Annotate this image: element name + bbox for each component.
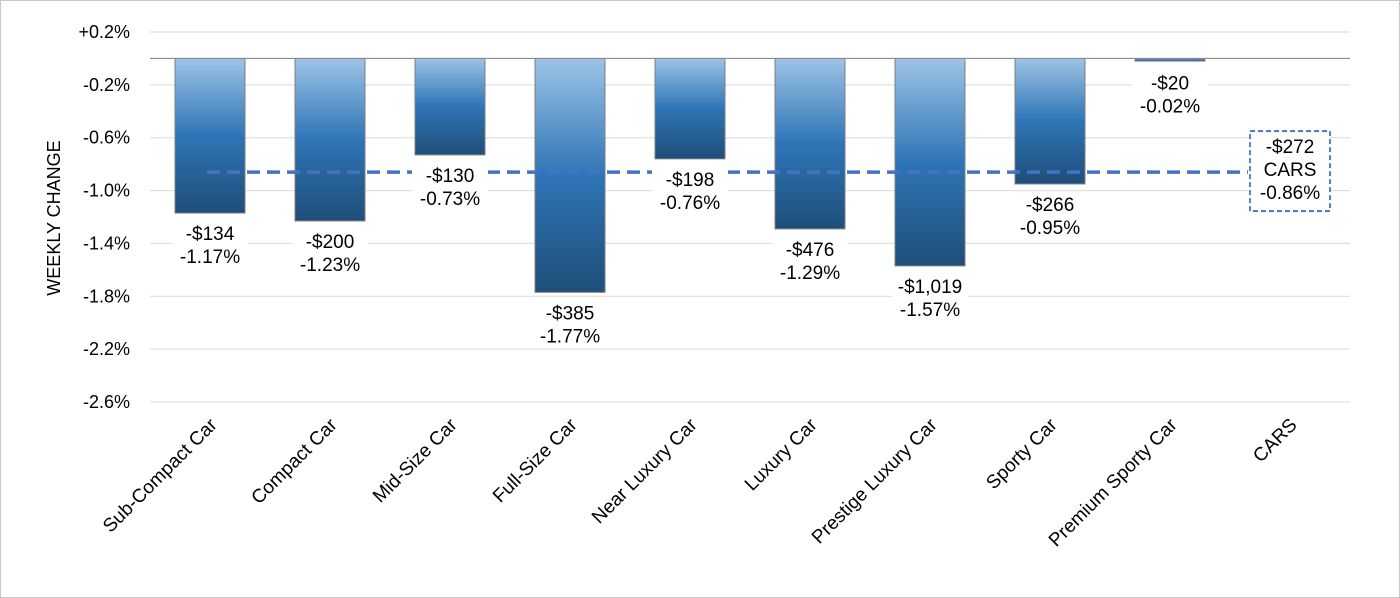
dollar-change-label: -$198 (666, 170, 715, 191)
percent-change-label: -0.73% (420, 189, 480, 210)
percent-change-label: -1.17% (180, 247, 240, 268)
x-category-label: Full-Size Car (489, 414, 582, 507)
dollar-change-label: -$476 (786, 240, 835, 261)
reference-label-box (1249, 130, 1331, 212)
data-label-background (652, 166, 728, 213)
y-tick-label: -1.0% (83, 181, 130, 201)
bar (294, 57, 366, 222)
dollar-change-label: -$130 (426, 166, 475, 187)
x-category-label: Sporty Car (982, 414, 1062, 494)
y-tick-label: -2.6% (83, 392, 130, 412)
data-labels: -$134-1.17%-$200-1.23%-$130-0.73%-$385-1… (172, 70, 1208, 347)
y-tick-label: -1.4% (83, 233, 130, 253)
y-tick-label: -2.2% (83, 339, 130, 359)
data-label-background (532, 300, 608, 347)
percent-change-label: -0.76% (660, 193, 720, 214)
x-category-label: Sub-Compact Car (99, 414, 222, 537)
dollar-change-label: -$1,019 (898, 277, 962, 298)
data-label-background (892, 273, 968, 320)
data-label-background (412, 162, 488, 209)
y-axis-title: WEEKLY CHANGE (44, 140, 64, 295)
y-tick-label: +0.2% (78, 22, 130, 42)
percent-change-label: -1.29% (780, 263, 840, 284)
reference-label-line: -$272 (1266, 137, 1315, 158)
dollar-change-label: -$200 (306, 232, 355, 253)
dollar-change-label: -$266 (1026, 195, 1075, 216)
dollar-change-label: -$134 (186, 224, 235, 245)
percent-change-label: -1.57% (900, 300, 960, 321)
y-tick-label: -0.6% (83, 128, 130, 148)
x-category-label: Premium Sporty Car (1045, 414, 1182, 551)
x-category-label: Mid-Size Car (369, 414, 462, 507)
data-label-background (1012, 191, 1088, 238)
y-axis-ticks: +0.2% -0.2% -0.6% -1.0% -1.4% -1.8% -2.2% -2.6% (78, 22, 130, 412)
bar (414, 57, 486, 156)
bar (534, 57, 606, 293)
x-category-label: Near Luxury Car (588, 414, 702, 528)
data-label-background (172, 221, 248, 268)
percent-change-label: -1.77% (540, 326, 600, 347)
data-label-background (1132, 70, 1208, 117)
x-axis-categories: Sub-Compact Car Compact Car Mid-Size Car Fu… (99, 414, 1301, 551)
x-category-label: Luxury Car (741, 414, 822, 495)
y-tick-label: -0.2% (83, 75, 130, 95)
reference-label-line: -0.86% (1260, 183, 1320, 204)
dollar-change-label: -$385 (546, 303, 595, 324)
bar (654, 57, 726, 160)
x-category-label: Compact Car (248, 414, 342, 508)
percent-change-label: -0.95% (1020, 218, 1080, 239)
percent-change-label: -1.23% (300, 255, 360, 276)
x-category-label: Prestige Luxury Car (808, 414, 942, 548)
bar (894, 57, 966, 267)
percent-change-label: -0.02% (1140, 96, 1200, 117)
bar (774, 57, 846, 230)
x-category-label: CARS (1249, 415, 1301, 467)
bar (1014, 57, 1086, 185)
data-label-background (292, 228, 368, 275)
y-tick-label: -1.8% (83, 286, 130, 306)
data-label-background (772, 236, 848, 283)
bars (174, 57, 1206, 293)
bar (174, 57, 246, 214)
reference-label-line: CARS (1264, 160, 1317, 181)
dollar-change-label: -$20 (1151, 73, 1189, 94)
